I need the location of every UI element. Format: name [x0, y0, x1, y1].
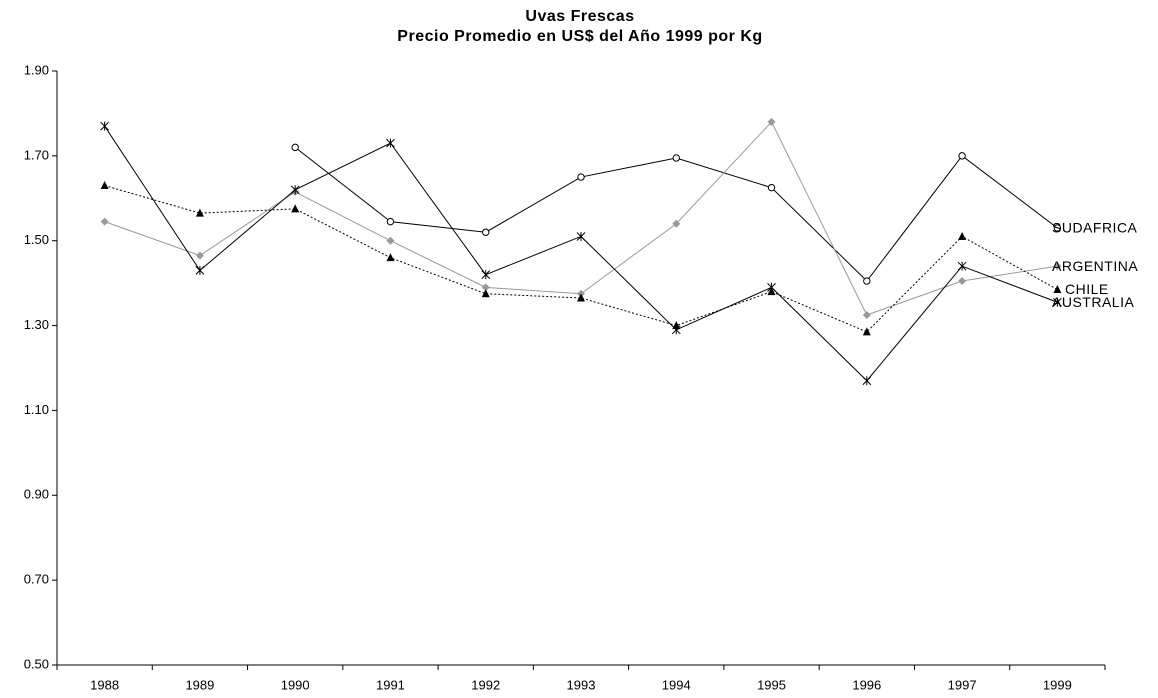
- marker: [386, 236, 395, 245]
- y-tick-label: 0.90: [24, 487, 49, 502]
- y-tick-label: 1.30: [24, 317, 49, 332]
- marker: [767, 117, 776, 126]
- marker: [290, 185, 300, 195]
- marker: [958, 277, 967, 286]
- series-line: [294, 146, 1058, 282]
- marker: [100, 217, 109, 226]
- y-tick-label: 1.70: [24, 147, 49, 162]
- x-tick-label: 1993: [567, 677, 596, 692]
- marker: [862, 310, 871, 319]
- marker: [386, 217, 395, 226]
- marker: [863, 277, 871, 285]
- marker: [386, 138, 395, 148]
- marker: [482, 228, 490, 236]
- marker: [767, 282, 776, 292]
- marker: [862, 327, 871, 336]
- marker: [1053, 297, 1062, 307]
- y-tick-label: 1.90: [24, 62, 49, 77]
- marker: [577, 173, 585, 181]
- marker: [958, 152, 966, 160]
- y-tick-label: 1.10: [24, 402, 49, 417]
- marker: [1053, 224, 1062, 232]
- marker: [386, 253, 395, 262]
- marker: [195, 208, 204, 217]
- marker: [195, 251, 204, 260]
- series-label: ARGENTINA: [1052, 258, 1138, 274]
- series-line: [104, 185, 1058, 333]
- marker: [481, 283, 490, 292]
- marker: [958, 231, 967, 240]
- x-tick-label: 1991: [376, 677, 405, 692]
- x-tick-label: 1997: [948, 677, 977, 692]
- y-tick-label: 0.70: [24, 572, 49, 587]
- chart-subtitle: Precio Promedio en US$ del Año 1999 por …: [397, 28, 762, 45]
- marker: [862, 376, 872, 386]
- marker: [672, 321, 681, 330]
- y-tick-label: 1.50: [24, 232, 49, 247]
- x-tick-label: 1988: [90, 677, 119, 692]
- series-line: [104, 125, 1058, 382]
- marker: [195, 265, 205, 275]
- marker: [767, 183, 776, 192]
- series-label: AUSTRALIA: [1052, 294, 1134, 310]
- marker: [672, 219, 681, 228]
- x-tick-label: 1996: [852, 677, 881, 692]
- marker: [481, 289, 490, 298]
- x-tick-label: 1992: [471, 677, 500, 692]
- series-label: SUDAFRICA: [1052, 220, 1138, 236]
- marker: [481, 270, 491, 280]
- marker: [1053, 262, 1062, 271]
- marker: [291, 204, 300, 213]
- marker: [576, 231, 586, 241]
- x-tick-label: 1995: [757, 677, 786, 692]
- marker: [1053, 285, 1062, 294]
- x-tick-label: 1994: [662, 677, 691, 692]
- marker: [672, 154, 680, 162]
- x-tick-label: 1989: [185, 677, 214, 692]
- marker: [100, 181, 109, 190]
- y-tick-label: 0.50: [24, 656, 49, 671]
- series-label: CHILE: [1065, 281, 1109, 297]
- marker: [100, 121, 109, 131]
- marker: [291, 143, 299, 152]
- chart-title: Uvas Frescas: [525, 8, 634, 25]
- x-tick-label: 1990: [281, 677, 310, 692]
- marker: [957, 261, 967, 271]
- marker: [671, 325, 681, 335]
- x-tick-label: 1999: [1043, 677, 1072, 692]
- marker: [577, 293, 585, 302]
